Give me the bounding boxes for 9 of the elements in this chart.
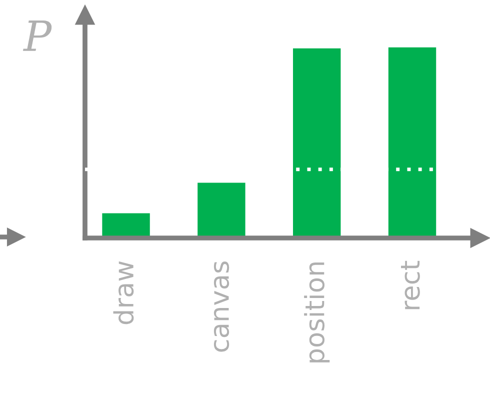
x-tick-label: rect — [401, 260, 420, 310]
x-tick-label: position — [304, 262, 330, 362]
bar — [388, 47, 436, 238]
x-tick-label: draw — [113, 261, 134, 324]
bar — [102, 213, 150, 238]
bar — [198, 182, 246, 238]
x-tick-label: canvas — [214, 262, 230, 352]
y-axis-title: P — [22, 20, 52, 51]
bar — [292, 48, 341, 238]
